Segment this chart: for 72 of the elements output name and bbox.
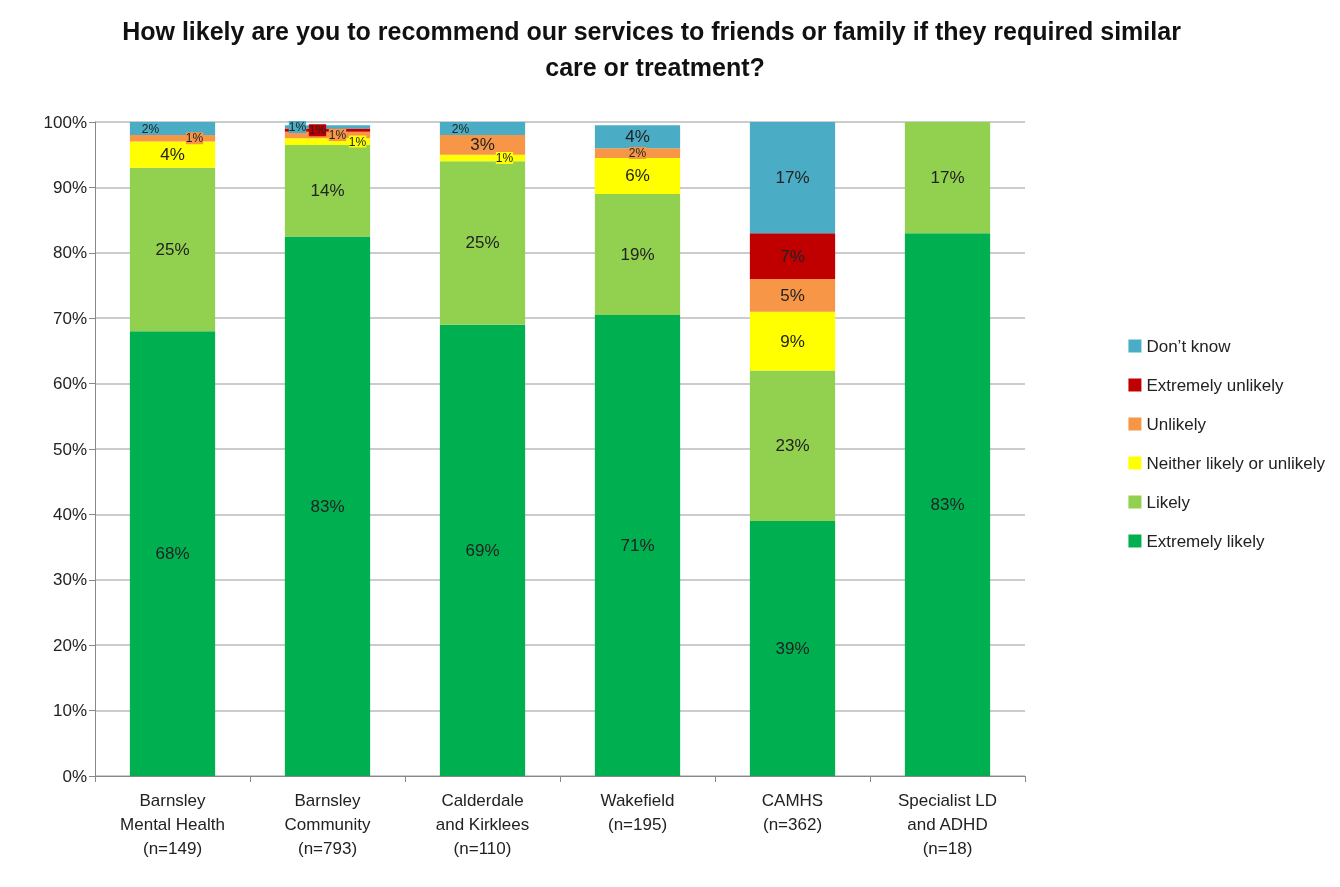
legend-label: Extremely likely (1146, 531, 1266, 551)
bar (129, 331, 216, 776)
data-label: 83% (930, 495, 965, 515)
data-label: 1% (328, 128, 347, 143)
data-label: 83% (310, 496, 345, 516)
data-label: 39% (775, 638, 810, 658)
data-label: 1% (308, 123, 327, 138)
bar (594, 157, 681, 194)
x-tick-label: Barnsley Community (n=793) (284, 790, 371, 858)
bar (749, 122, 836, 234)
bar (284, 236, 371, 776)
legend-label: Neither likely or unlikely (1146, 453, 1326, 473)
data-label: 14% (310, 181, 345, 201)
data-label: 1% (348, 134, 367, 149)
bar (594, 125, 681, 149)
y-tick-label: 20% (52, 635, 87, 655)
y-tick-label: 90% (52, 177, 87, 197)
y-tick-label: 30% (52, 570, 87, 590)
data-label: 2% (628, 146, 647, 161)
data-label: 9% (780, 331, 805, 351)
x-tick-label: Calderdale and Kirklees (n=110) (435, 790, 530, 858)
data-label: 19% (620, 244, 655, 264)
data-label: 17% (775, 168, 810, 188)
data-label: 5% (780, 285, 805, 305)
data-label: 1% (495, 150, 514, 165)
bar (439, 324, 526, 776)
y-tick-label: 80% (52, 243, 87, 263)
bar (749, 520, 836, 776)
y-tick-label: 60% (52, 374, 87, 394)
data-label: 68% (155, 544, 190, 564)
bar (904, 122, 991, 234)
data-label: 4% (625, 127, 650, 147)
y-tick-label: 10% (52, 701, 87, 721)
data-label: 23% (775, 436, 810, 456)
data-label: 6% (625, 166, 650, 186)
x-tick-label: Wakefield (n=195) (600, 790, 675, 834)
bar (439, 161, 526, 325)
bar (749, 311, 836, 371)
legend-label: Likely (1146, 492, 1191, 512)
y-tick-label: 50% (52, 439, 87, 459)
bar (129, 167, 216, 332)
data-label: 69% (465, 540, 500, 560)
data-label: 7% (780, 246, 805, 266)
bar (749, 278, 836, 312)
y-tick-label: 70% (52, 308, 87, 328)
data-label: 17% (930, 168, 965, 188)
bar (904, 233, 991, 776)
x-tick-label: CAMHS (n=362) (761, 790, 824, 834)
y-tick-label: 100% (43, 112, 87, 132)
data-label: 25% (465, 233, 500, 253)
y-tick-label: 40% (52, 504, 87, 524)
y-tick-label: 0% (62, 766, 87, 786)
data-label: 4% (160, 145, 185, 165)
bar (749, 233, 836, 279)
bar (284, 144, 371, 237)
data-label: 3% (470, 135, 495, 155)
data-label: 2% (451, 121, 470, 136)
bar (594, 193, 681, 315)
data-label: 1% (288, 119, 307, 134)
data-label: 2% (141, 121, 160, 136)
data-label: 71% (620, 535, 655, 555)
bar (594, 314, 681, 776)
bar (129, 141, 216, 168)
legend-label: Extremely unlikely (1146, 375, 1284, 395)
data-label: 25% (155, 240, 190, 260)
data-label: 1% (185, 131, 204, 146)
chart-title: How likely are you to recommend our services to friends or family if they required similar care or treatment? (122, 17, 1188, 81)
x-tick-label: Barnsley Mental Health (n=149) (120, 790, 225, 858)
x-tick-label: Specialist LD and ADHD (n=18) (897, 790, 998, 858)
bar (749, 370, 836, 521)
legend-label: Don’t know (1146, 336, 1232, 356)
legend-label: Unlikely (1146, 414, 1207, 434)
